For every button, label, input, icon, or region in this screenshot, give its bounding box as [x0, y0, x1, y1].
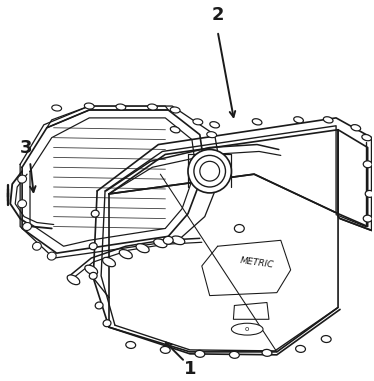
- Text: 2: 2: [211, 6, 224, 24]
- Ellipse shape: [23, 223, 31, 231]
- Ellipse shape: [160, 346, 170, 353]
- Ellipse shape: [33, 242, 42, 250]
- Ellipse shape: [119, 250, 132, 259]
- Ellipse shape: [47, 252, 56, 260]
- Ellipse shape: [67, 275, 80, 285]
- Text: METRIC: METRIC: [240, 256, 275, 270]
- Ellipse shape: [351, 125, 361, 131]
- Ellipse shape: [18, 175, 27, 183]
- Ellipse shape: [363, 161, 372, 168]
- Ellipse shape: [116, 104, 126, 110]
- Ellipse shape: [294, 117, 303, 123]
- Ellipse shape: [262, 349, 272, 356]
- Ellipse shape: [210, 122, 220, 128]
- Ellipse shape: [126, 341, 136, 349]
- Ellipse shape: [230, 351, 239, 358]
- Text: 1: 1: [184, 360, 196, 378]
- Ellipse shape: [95, 302, 103, 309]
- Ellipse shape: [89, 272, 97, 279]
- Circle shape: [194, 155, 226, 187]
- Circle shape: [200, 161, 220, 181]
- Ellipse shape: [234, 224, 244, 232]
- Ellipse shape: [52, 105, 62, 111]
- Ellipse shape: [103, 320, 111, 327]
- Ellipse shape: [147, 104, 157, 110]
- Ellipse shape: [171, 236, 185, 245]
- Ellipse shape: [102, 257, 116, 267]
- Ellipse shape: [89, 243, 97, 250]
- Text: 3: 3: [20, 139, 32, 157]
- Ellipse shape: [252, 119, 262, 125]
- Ellipse shape: [136, 244, 149, 253]
- Ellipse shape: [321, 336, 331, 343]
- Circle shape: [188, 149, 232, 193]
- Ellipse shape: [170, 126, 180, 133]
- Ellipse shape: [18, 200, 27, 208]
- Ellipse shape: [232, 323, 263, 335]
- Ellipse shape: [85, 265, 98, 275]
- Ellipse shape: [154, 239, 167, 248]
- Ellipse shape: [170, 107, 180, 113]
- Ellipse shape: [91, 210, 99, 217]
- Ellipse shape: [363, 215, 372, 222]
- Ellipse shape: [163, 236, 173, 244]
- Ellipse shape: [85, 103, 94, 109]
- Ellipse shape: [193, 119, 203, 125]
- Text: o: o: [245, 326, 249, 332]
- Ellipse shape: [295, 346, 306, 352]
- Ellipse shape: [195, 351, 205, 357]
- Ellipse shape: [365, 190, 374, 197]
- Ellipse shape: [362, 134, 371, 141]
- Ellipse shape: [207, 132, 217, 138]
- Ellipse shape: [324, 117, 333, 123]
